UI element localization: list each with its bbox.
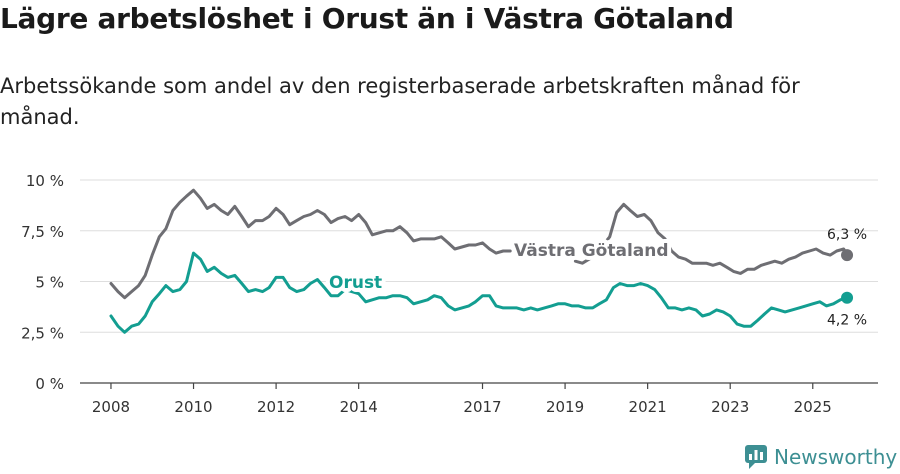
series-line-orust <box>109 251 849 334</box>
x-tick-label: 2019 <box>546 398 584 416</box>
x-tick-label: 2010 <box>174 398 212 416</box>
x-tick-label: 2012 <box>257 398 295 416</box>
y-tick-label: 2,5 % <box>21 324 64 342</box>
x-tick-label: 2021 <box>629 398 667 416</box>
end-point-vastra-gotaland <box>841 249 854 262</box>
end-label-orust: 4,2 % <box>827 313 867 329</box>
brand-name: Newsworthy <box>774 445 898 469</box>
y-tick-label: 5 % <box>35 274 64 292</box>
chart-subtitle: Arbetssökande som andel av den registerb… <box>0 74 800 129</box>
series-line-vastra-gotaland <box>109 188 512 300</box>
x-tick-label: 2025 <box>794 398 832 416</box>
x-tick-label: 2023 <box>711 398 749 416</box>
chart-title: Lägre arbetslöshet i Orust än i Västra G… <box>0 2 734 35</box>
end-point-orust <box>841 291 854 304</box>
y-tick-label: 0 % <box>35 375 64 393</box>
y-tick-label: 10 % <box>26 172 64 190</box>
y-tick-label: 7,5 % <box>21 223 64 241</box>
brand-logo: Newsworthy <box>744 442 897 472</box>
x-tick-label: 2008 <box>92 398 130 416</box>
x-tick-label: 2017 <box>463 398 501 416</box>
series-label-vastra-gotaland: Västra Götaland <box>514 241 669 261</box>
series-label-orust: Orust <box>329 273 382 293</box>
newsworthy-icon <box>745 445 767 469</box>
x-tick-label: 2014 <box>340 398 378 416</box>
series-line-vastra-gotaland-2 <box>573 202 849 275</box>
end-label-vastra-gotaland: 6,3 % <box>827 227 867 243</box>
